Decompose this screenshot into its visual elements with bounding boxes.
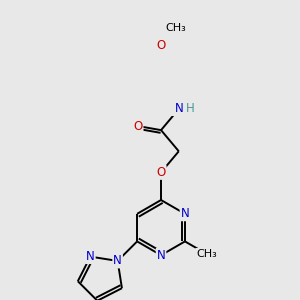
Text: O: O — [156, 166, 166, 179]
Text: N: N — [181, 207, 189, 220]
Text: O: O — [156, 39, 166, 52]
Text: N: N — [157, 249, 165, 262]
Text: N: N — [86, 250, 95, 263]
Text: N: N — [113, 254, 122, 267]
Text: CH₃: CH₃ — [196, 249, 217, 259]
Text: H: H — [185, 103, 194, 116]
Text: O: O — [133, 120, 142, 133]
Text: N: N — [174, 103, 183, 116]
Text: CH₃: CH₃ — [166, 22, 187, 33]
